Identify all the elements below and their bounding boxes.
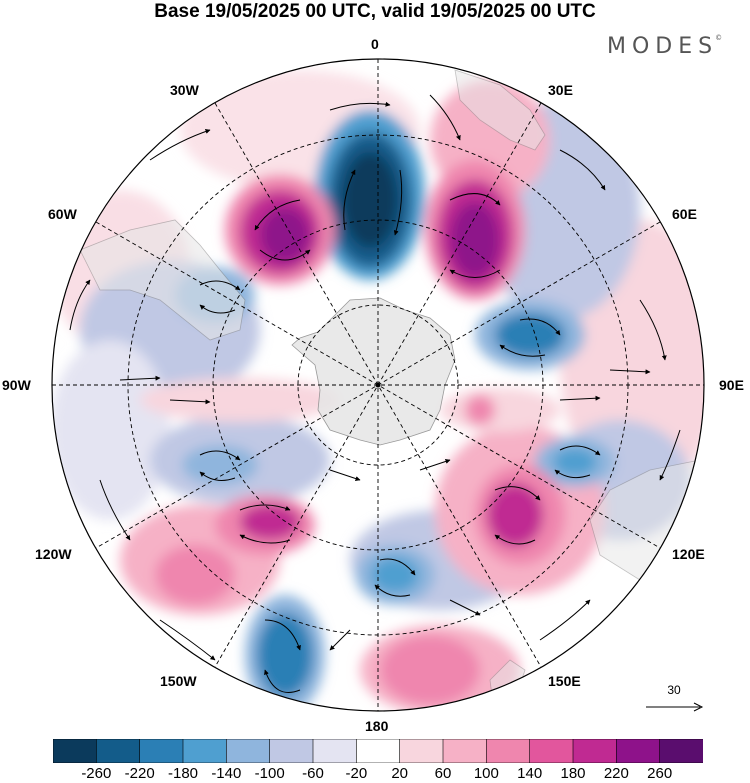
- colorbar-tick-label: -180: [167, 765, 199, 782]
- colorbar-segment: [53, 739, 97, 763]
- colorbar-tick-label: 20: [391, 765, 408, 782]
- lon-label-30e: 30E: [548, 82, 573, 98]
- lon-label-90w: 90W: [2, 377, 31, 393]
- africa-landmass: [454, 69, 546, 151]
- colorbar-tick-label: 180: [560, 765, 586, 782]
- map-title: Base 19/05/2025 00 UTC, valid 19/05/2025…: [154, 1, 596, 22]
- wind-vectors: [69, 94, 681, 693]
- logo-text: MODES: [607, 34, 719, 59]
- colorbar-tick-label: -220: [124, 765, 155, 782]
- south-america-landmass: [79, 219, 246, 341]
- colorbar-segment: [486, 739, 531, 763]
- lon-label-180: 180: [365, 718, 389, 734]
- colorbar-tick-label: -20: [345, 765, 368, 782]
- lon-label-150w: 150W: [160, 673, 197, 689]
- colorbar-tick-label: 220: [603, 765, 629, 782]
- colorbar-tick-label: 260: [647, 765, 673, 782]
- colorbar: [53, 739, 703, 763]
- reference-vector-arrow: [646, 702, 704, 712]
- reference-vector-label: 30: [667, 683, 681, 697]
- colorbar-segment: [269, 739, 314, 763]
- colorbar-tick-label: 60: [434, 765, 452, 782]
- colorbar-tick-label: -260: [81, 765, 112, 782]
- colorbar-segment: [659, 739, 703, 763]
- lon-label-120w: 120W: [35, 546, 72, 562]
- colorbar-tick-label: -140: [211, 765, 242, 782]
- south-pole-marker: [375, 382, 381, 388]
- colorbar-segment: [182, 739, 227, 763]
- colorbar-tick-label: 140: [517, 765, 543, 782]
- lon-label-0: 0: [371, 36, 379, 52]
- colorbar-segment: [399, 739, 444, 763]
- lon-label-60e: 60E: [672, 206, 697, 222]
- polar-stereographic-map: [51, 58, 705, 712]
- colorbar-segment: [529, 739, 574, 763]
- colorbar-segment: [226, 739, 271, 763]
- lon-label-90e: 90E: [719, 377, 744, 393]
- colorbar-tick-label: 100: [473, 765, 499, 782]
- lon-label-60w: 60W: [48, 206, 77, 222]
- colorbar-segment: [312, 739, 357, 763]
- colorbar-segment: [442, 739, 487, 763]
- map-border: [51, 58, 705, 712]
- colorbar-tick-label: -100: [254, 765, 285, 782]
- colorbar-segment: [139, 739, 184, 763]
- colorbar-segment: [356, 739, 401, 763]
- lon-label-150e: 150E: [548, 673, 581, 689]
- colorbar-tick-label: -60: [302, 765, 324, 782]
- colorbar-segment: [572, 739, 617, 763]
- lon-label-30w: 30W: [170, 82, 199, 98]
- logo-mark: ©: [715, 34, 723, 42]
- lon-label-120e: 120E: [672, 546, 705, 562]
- modes-logo: MODES©: [607, 34, 722, 59]
- colorbar-segment: [616, 739, 661, 763]
- antarctica-landmass: [291, 297, 456, 446]
- colorbar-segment: [96, 739, 141, 763]
